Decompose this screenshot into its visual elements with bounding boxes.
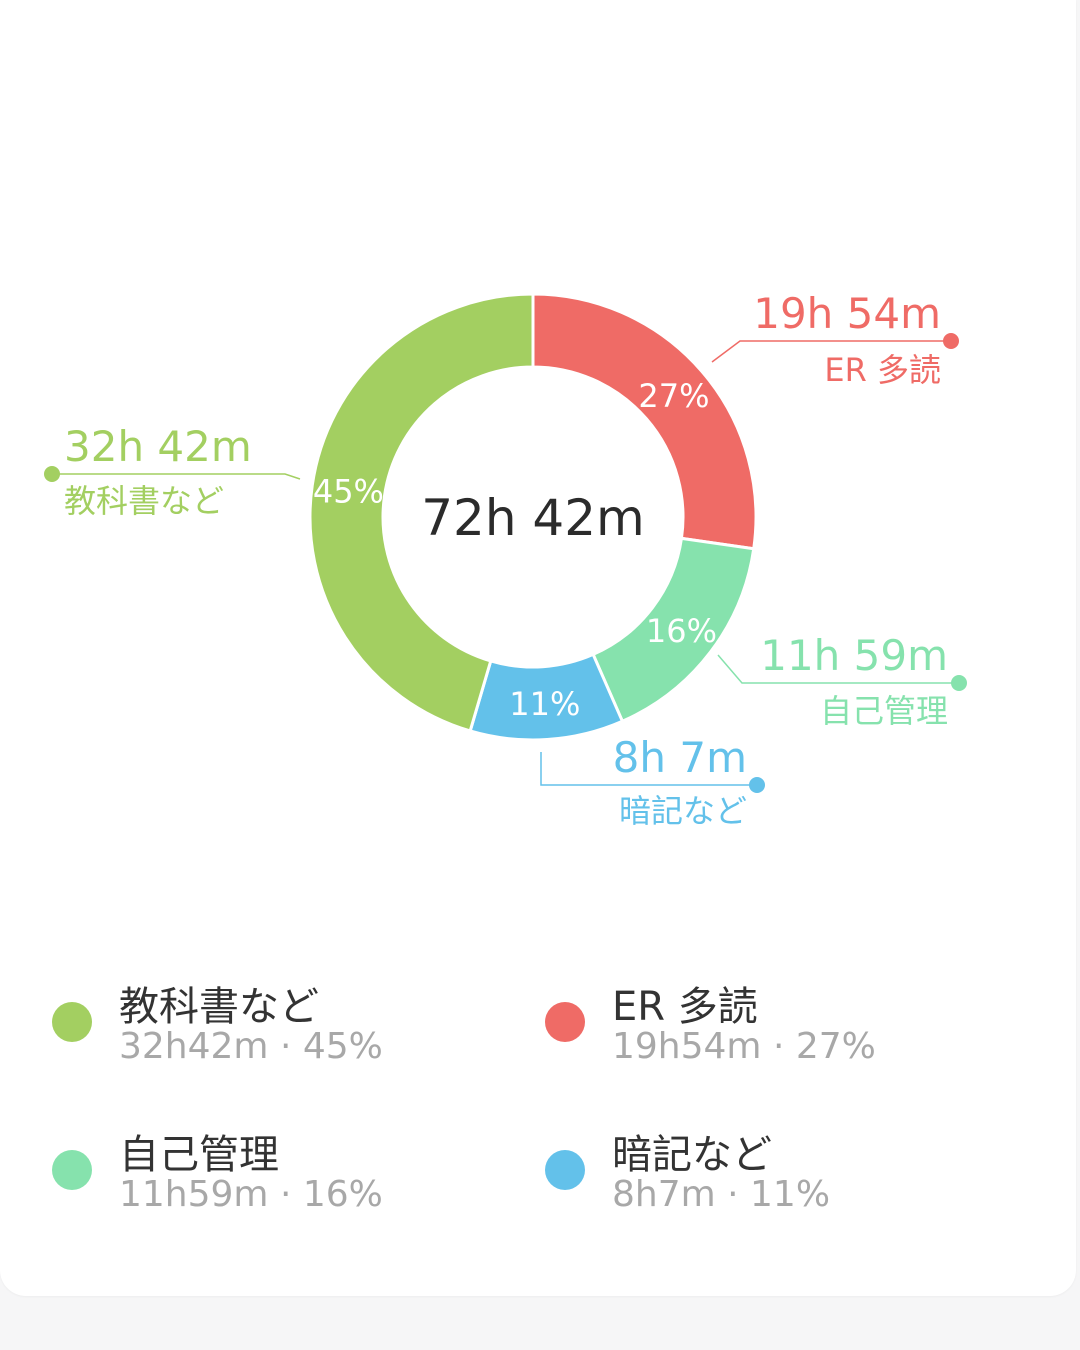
callout-category-label: 自己管理	[820, 692, 948, 730]
legend-item-self-management[interactable]: 自己管理 11h59m · 16%	[52, 1108, 532, 1218]
callout-time-label: 19h 54m	[753, 289, 941, 338]
callout-category-label: 教科書など	[64, 482, 224, 520]
center-total-label: 72h 42m	[421, 489, 645, 547]
legend-item-extensive-reading[interactable]: ER 多読 19h54m · 27%	[545, 960, 1025, 1070]
legend-item-memorization[interactable]: 暗記など 8h7m · 11%	[545, 1108, 1025, 1218]
legend-swatch	[545, 1150, 585, 1190]
legend-item-name: 暗記など	[612, 1132, 772, 1178]
donut-chart: 27% 19h 54m ER 多読 16% 11h 59m 自己管理 11% 8h 7m 暗記な…	[44, 289, 967, 830]
callout-dot	[951, 675, 967, 691]
legend: 教科書など 32h42m · 45% ER 多読 19h54m · 27% 自己…	[0, 960, 1080, 1260]
legend-item-textbooks[interactable]: 教科書など 32h42m · 45%	[52, 960, 532, 1070]
callout-line	[717, 654, 959, 684]
chart-card: 27% 19h 54m ER 多読 16% 11h 59m 自己管理 11% 8h 7m 暗記な…	[44, 289, 967, 1215]
donut-slice[interactable]	[308, 292, 535, 733]
callout-dot	[749, 777, 765, 793]
slice-percent-label: 11%	[509, 685, 580, 723]
legend-item-value: 19h54m · 27%	[612, 1026, 876, 1067]
callout-dot	[943, 333, 959, 349]
legend-swatch	[52, 1150, 92, 1190]
callout-dot	[44, 466, 60, 482]
slice-percent-label: 16%	[646, 612, 717, 650]
callout-time-label: 8h 7m	[613, 733, 747, 782]
callout-time-label: 32h 42m	[64, 422, 252, 471]
donut-slice[interactable]	[531, 292, 758, 551]
callout-line	[52, 473, 301, 480]
legend-item-value: 32h42m · 45%	[119, 1026, 383, 1067]
callout-category-label: ER 多読	[824, 351, 941, 389]
legend-item-name: 教科書など	[119, 984, 319, 1030]
callout-category-label: 暗記など	[619, 792, 747, 830]
legend-swatch	[52, 1002, 92, 1042]
callout-time-label: 11h 59m	[760, 631, 948, 680]
legend-item-name: 自己管理	[119, 1132, 279, 1178]
slice-percent-label: 45%	[313, 472, 384, 510]
legend-item-value: 11h59m · 16%	[119, 1174, 383, 1215]
slice-percent-label: 27%	[638, 377, 709, 415]
legend-item-name: ER 多読	[612, 984, 758, 1030]
callout-line	[540, 752, 757, 786]
legend-swatch	[545, 1002, 585, 1042]
legend-item-value: 8h7m · 11%	[612, 1174, 831, 1215]
callout-line	[711, 340, 951, 363]
